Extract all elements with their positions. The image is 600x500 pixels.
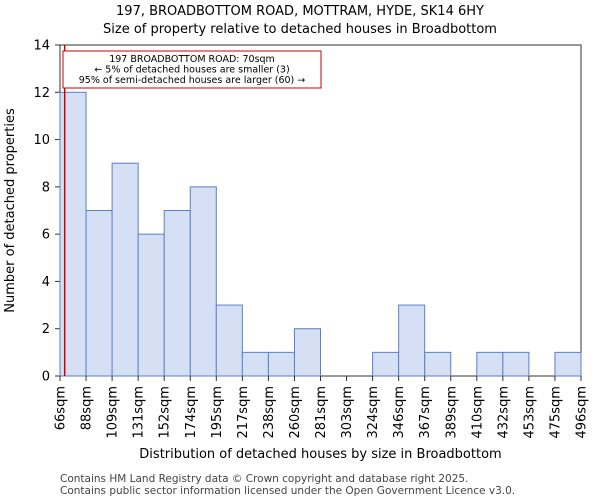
x-tick-label: 432sqm [496, 386, 511, 439]
x-tick-label: 238sqm [262, 386, 277, 439]
x-tick-label: 217sqm [236, 386, 251, 439]
x-tick-label: 453sqm [522, 386, 537, 439]
y-tick-label: 6 [42, 228, 50, 243]
histogram-bar [267, 351, 295, 377]
x-tick-label: 281sqm [314, 386, 329, 439]
x-axis-label: Distribution of detached houses by size … [139, 447, 501, 462]
x-tick-label: 303sqm [340, 386, 355, 439]
x-tick-label: 131sqm [132, 386, 147, 439]
y-tick-label: 12 [33, 86, 50, 101]
histogram-bar [163, 210, 191, 377]
y-tick-label: 14 [33, 39, 50, 54]
histogram-bar [241, 351, 269, 377]
x-tick-label: 260sqm [288, 386, 303, 439]
footer-line1: Contains HM Land Registry data © Crown c… [60, 473, 469, 485]
histogram-bar [215, 304, 243, 377]
histogram-bar [59, 91, 87, 377]
x-tick-label: 475sqm [548, 386, 563, 439]
x-tick-label: 66sqm [54, 386, 69, 430]
x-tick-label: 410sqm [470, 386, 485, 439]
histogram-bar [372, 351, 400, 377]
chart-title-line2: Size of property relative to detached ho… [103, 22, 497, 37]
y-tick-label: 10 [33, 133, 50, 148]
footer-line2: Contains public sector information licen… [60, 485, 516, 497]
x-tick-label: 174sqm [184, 386, 199, 439]
x-tick-label: 346sqm [392, 386, 407, 439]
histogram-bar [137, 233, 165, 377]
x-tick-label: 324sqm [366, 386, 381, 439]
x-tick-label: 152sqm [158, 386, 173, 439]
annotation-line-2: ← 5% of detached houses are smaller (3) [94, 65, 289, 76]
y-axis-label: Number of detached properties [3, 108, 18, 313]
histogram-bar [554, 351, 582, 377]
annotation-line-1: 197 BROADBOTTOM ROAD: 70sqm [109, 54, 275, 65]
histogram-bar [424, 351, 452, 377]
histogram-bar [398, 304, 426, 377]
x-tick-label: 496sqm [575, 386, 590, 439]
y-tick-label: 8 [42, 180, 50, 195]
annotation-box [62, 50, 322, 89]
x-tick-label: 109sqm [106, 386, 121, 439]
histogram-bar [476, 351, 504, 377]
histogram-bar [85, 210, 113, 377]
histogram-bar [111, 162, 139, 377]
y-tick-label: 4 [42, 275, 50, 290]
x-tick-label: 367sqm [418, 386, 433, 439]
chart-title-line1: 197, BROADBOTTOM ROAD, MOTTRAM, HYDE, SK… [116, 4, 484, 19]
x-tick-label: 88sqm [80, 386, 95, 430]
x-tick-label: 389sqm [444, 386, 459, 439]
histogram-bar [502, 351, 530, 377]
annotation-line-3: 95% of semi-detached houses are larger (… [79, 75, 306, 86]
x-tick-label: 195sqm [210, 386, 225, 439]
histogram-bar [293, 328, 322, 377]
y-tick-label: 2 [42, 322, 50, 337]
y-tick-label: 0 [42, 370, 50, 385]
histogram-bar [189, 186, 217, 377]
